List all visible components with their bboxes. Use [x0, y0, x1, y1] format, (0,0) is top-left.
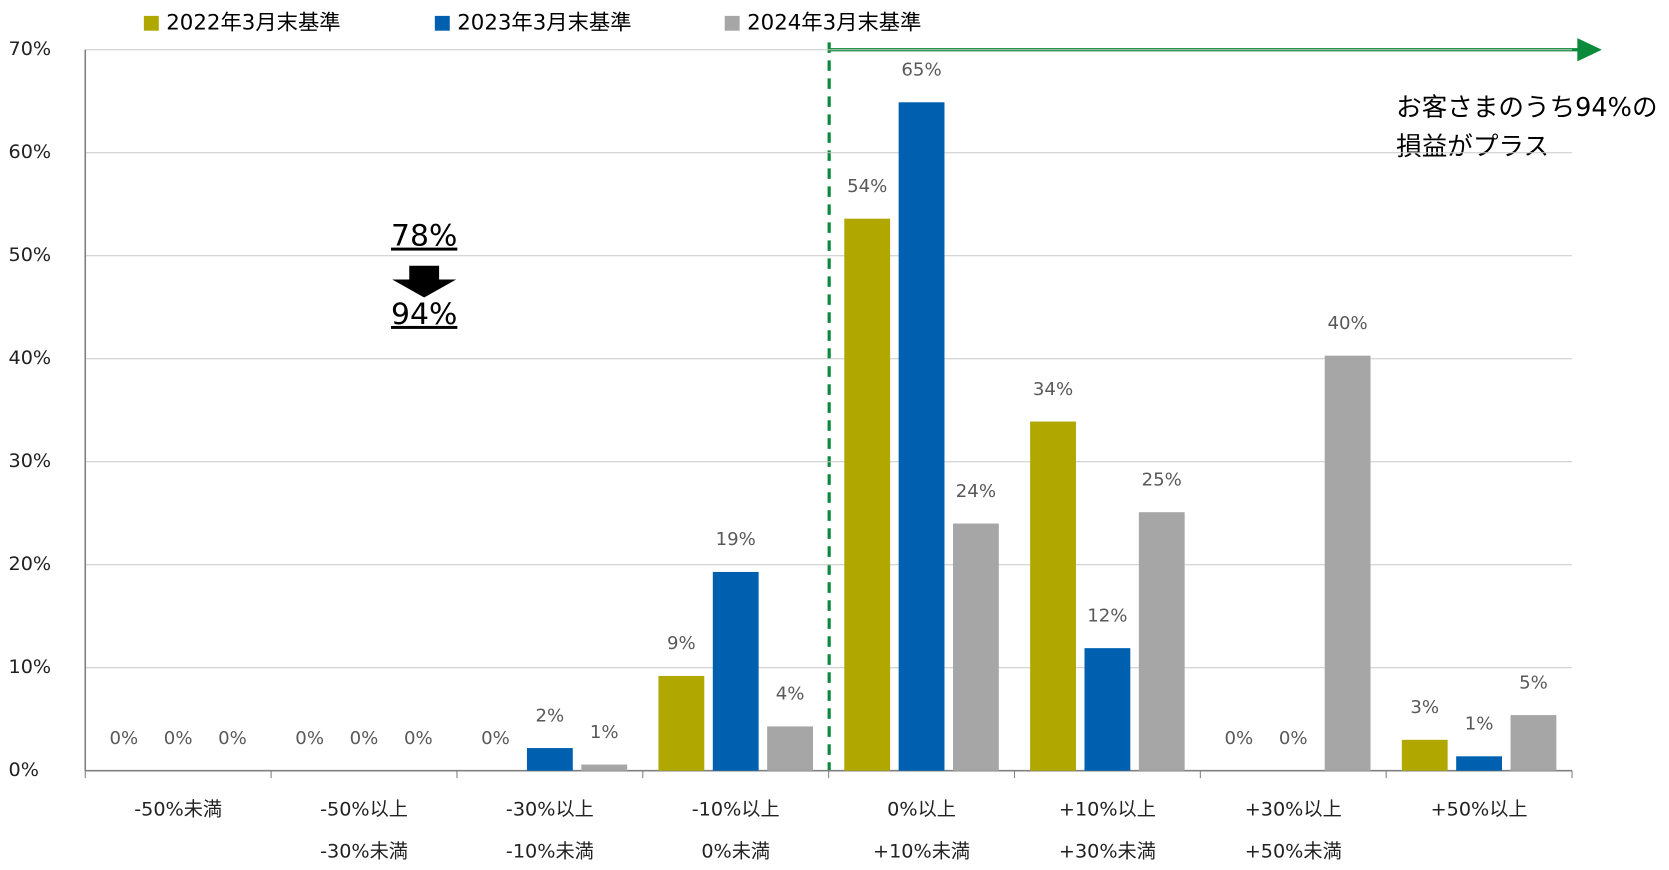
bar — [898, 102, 945, 771]
x-tick-label: +50%未満 — [1245, 840, 1342, 863]
x-tick-label: +10%未満 — [873, 840, 970, 863]
value-label: 19% — [716, 529, 756, 550]
y-tick-label: 10% — [9, 655, 52, 678]
legend-swatch — [724, 15, 740, 31]
bar — [526, 748, 573, 771]
y-tick-label: 30% — [9, 449, 52, 472]
value-label: 2% — [536, 705, 565, 726]
value-label: 0% — [164, 728, 193, 749]
bar — [1324, 355, 1371, 771]
plus-arrow-head — [1577, 38, 1602, 62]
value-label: 0% — [1279, 728, 1308, 749]
annotation: お客さまのうち94%の — [1396, 93, 1657, 123]
value-label: 54% — [847, 176, 887, 197]
annotation: 94% — [391, 297, 457, 332]
bar — [953, 523, 999, 771]
y-tick-label: 50% — [9, 243, 52, 266]
down-arrow — [392, 265, 457, 298]
legend-swatch — [143, 15, 159, 31]
value-label: 65% — [901, 60, 941, 81]
x-tick-label: 0%以上 — [887, 797, 956, 820]
value-label: 12% — [1087, 605, 1127, 626]
legend-swatch — [434, 15, 450, 31]
bar — [1030, 421, 1076, 771]
value-label: 0% — [295, 728, 324, 749]
x-tick-label: +30%以上 — [1245, 797, 1342, 820]
x-tick-label: -50%未満 — [134, 797, 222, 820]
value-label: 34% — [1033, 379, 1073, 400]
value-label: 40% — [1327, 313, 1367, 334]
value-label: 0% — [1225, 728, 1254, 749]
y-tick-label: 20% — [9, 552, 52, 575]
x-tick-label: -10%未満 — [506, 840, 594, 863]
value-label: 0% — [481, 728, 510, 749]
value-label: 25% — [1142, 469, 1182, 490]
y-tick-label: 0% — [9, 758, 39, 781]
x-tick-label: 0%未満 — [701, 840, 770, 863]
x-tick-label: -10%以上 — [692, 797, 780, 820]
x-tick-label: -30%未満 — [320, 840, 408, 863]
annotation: 78% — [391, 219, 457, 254]
bar — [581, 764, 628, 771]
annotation: 損益がプラス — [1396, 132, 1549, 162]
y-tick-label: 40% — [9, 346, 52, 369]
x-tick-label: +30%未満 — [1059, 840, 1156, 863]
bar — [844, 218, 891, 771]
bar — [712, 571, 759, 771]
value-label: 9% — [667, 633, 696, 654]
bar — [658, 675, 705, 771]
value-label: 0% — [350, 728, 379, 749]
x-tick-label: -30%以上 — [506, 797, 594, 820]
bar — [1401, 739, 1448, 771]
value-label: 5% — [1519, 672, 1548, 693]
x-tick-label: +10%以上 — [1059, 797, 1156, 820]
y-tick-label: 70% — [9, 37, 52, 60]
value-label: 0% — [109, 728, 138, 749]
value-label: 1% — [590, 722, 619, 743]
value-label: 4% — [776, 684, 805, 705]
x-tick-label: -50%以上 — [320, 797, 408, 820]
bar — [1510, 715, 1557, 771]
legend-label: 2022年3月末基準 — [166, 10, 340, 35]
value-label: 1% — [1465, 714, 1494, 735]
value-label: 0% — [404, 728, 433, 749]
legend-label: 2023年3月末基準 — [457, 10, 631, 35]
bar — [767, 726, 813, 771]
y-tick-label: 60% — [9, 140, 52, 163]
legend-label: 2024年3月末基準 — [747, 10, 921, 35]
x-tick-label: +50%以上 — [1431, 797, 1528, 820]
bar — [1456, 756, 1503, 771]
bar — [1084, 648, 1131, 771]
bar — [1138, 512, 1185, 771]
value-label: 0% — [218, 728, 247, 749]
value-label: 3% — [1410, 697, 1439, 718]
value-label: 24% — [956, 481, 996, 502]
